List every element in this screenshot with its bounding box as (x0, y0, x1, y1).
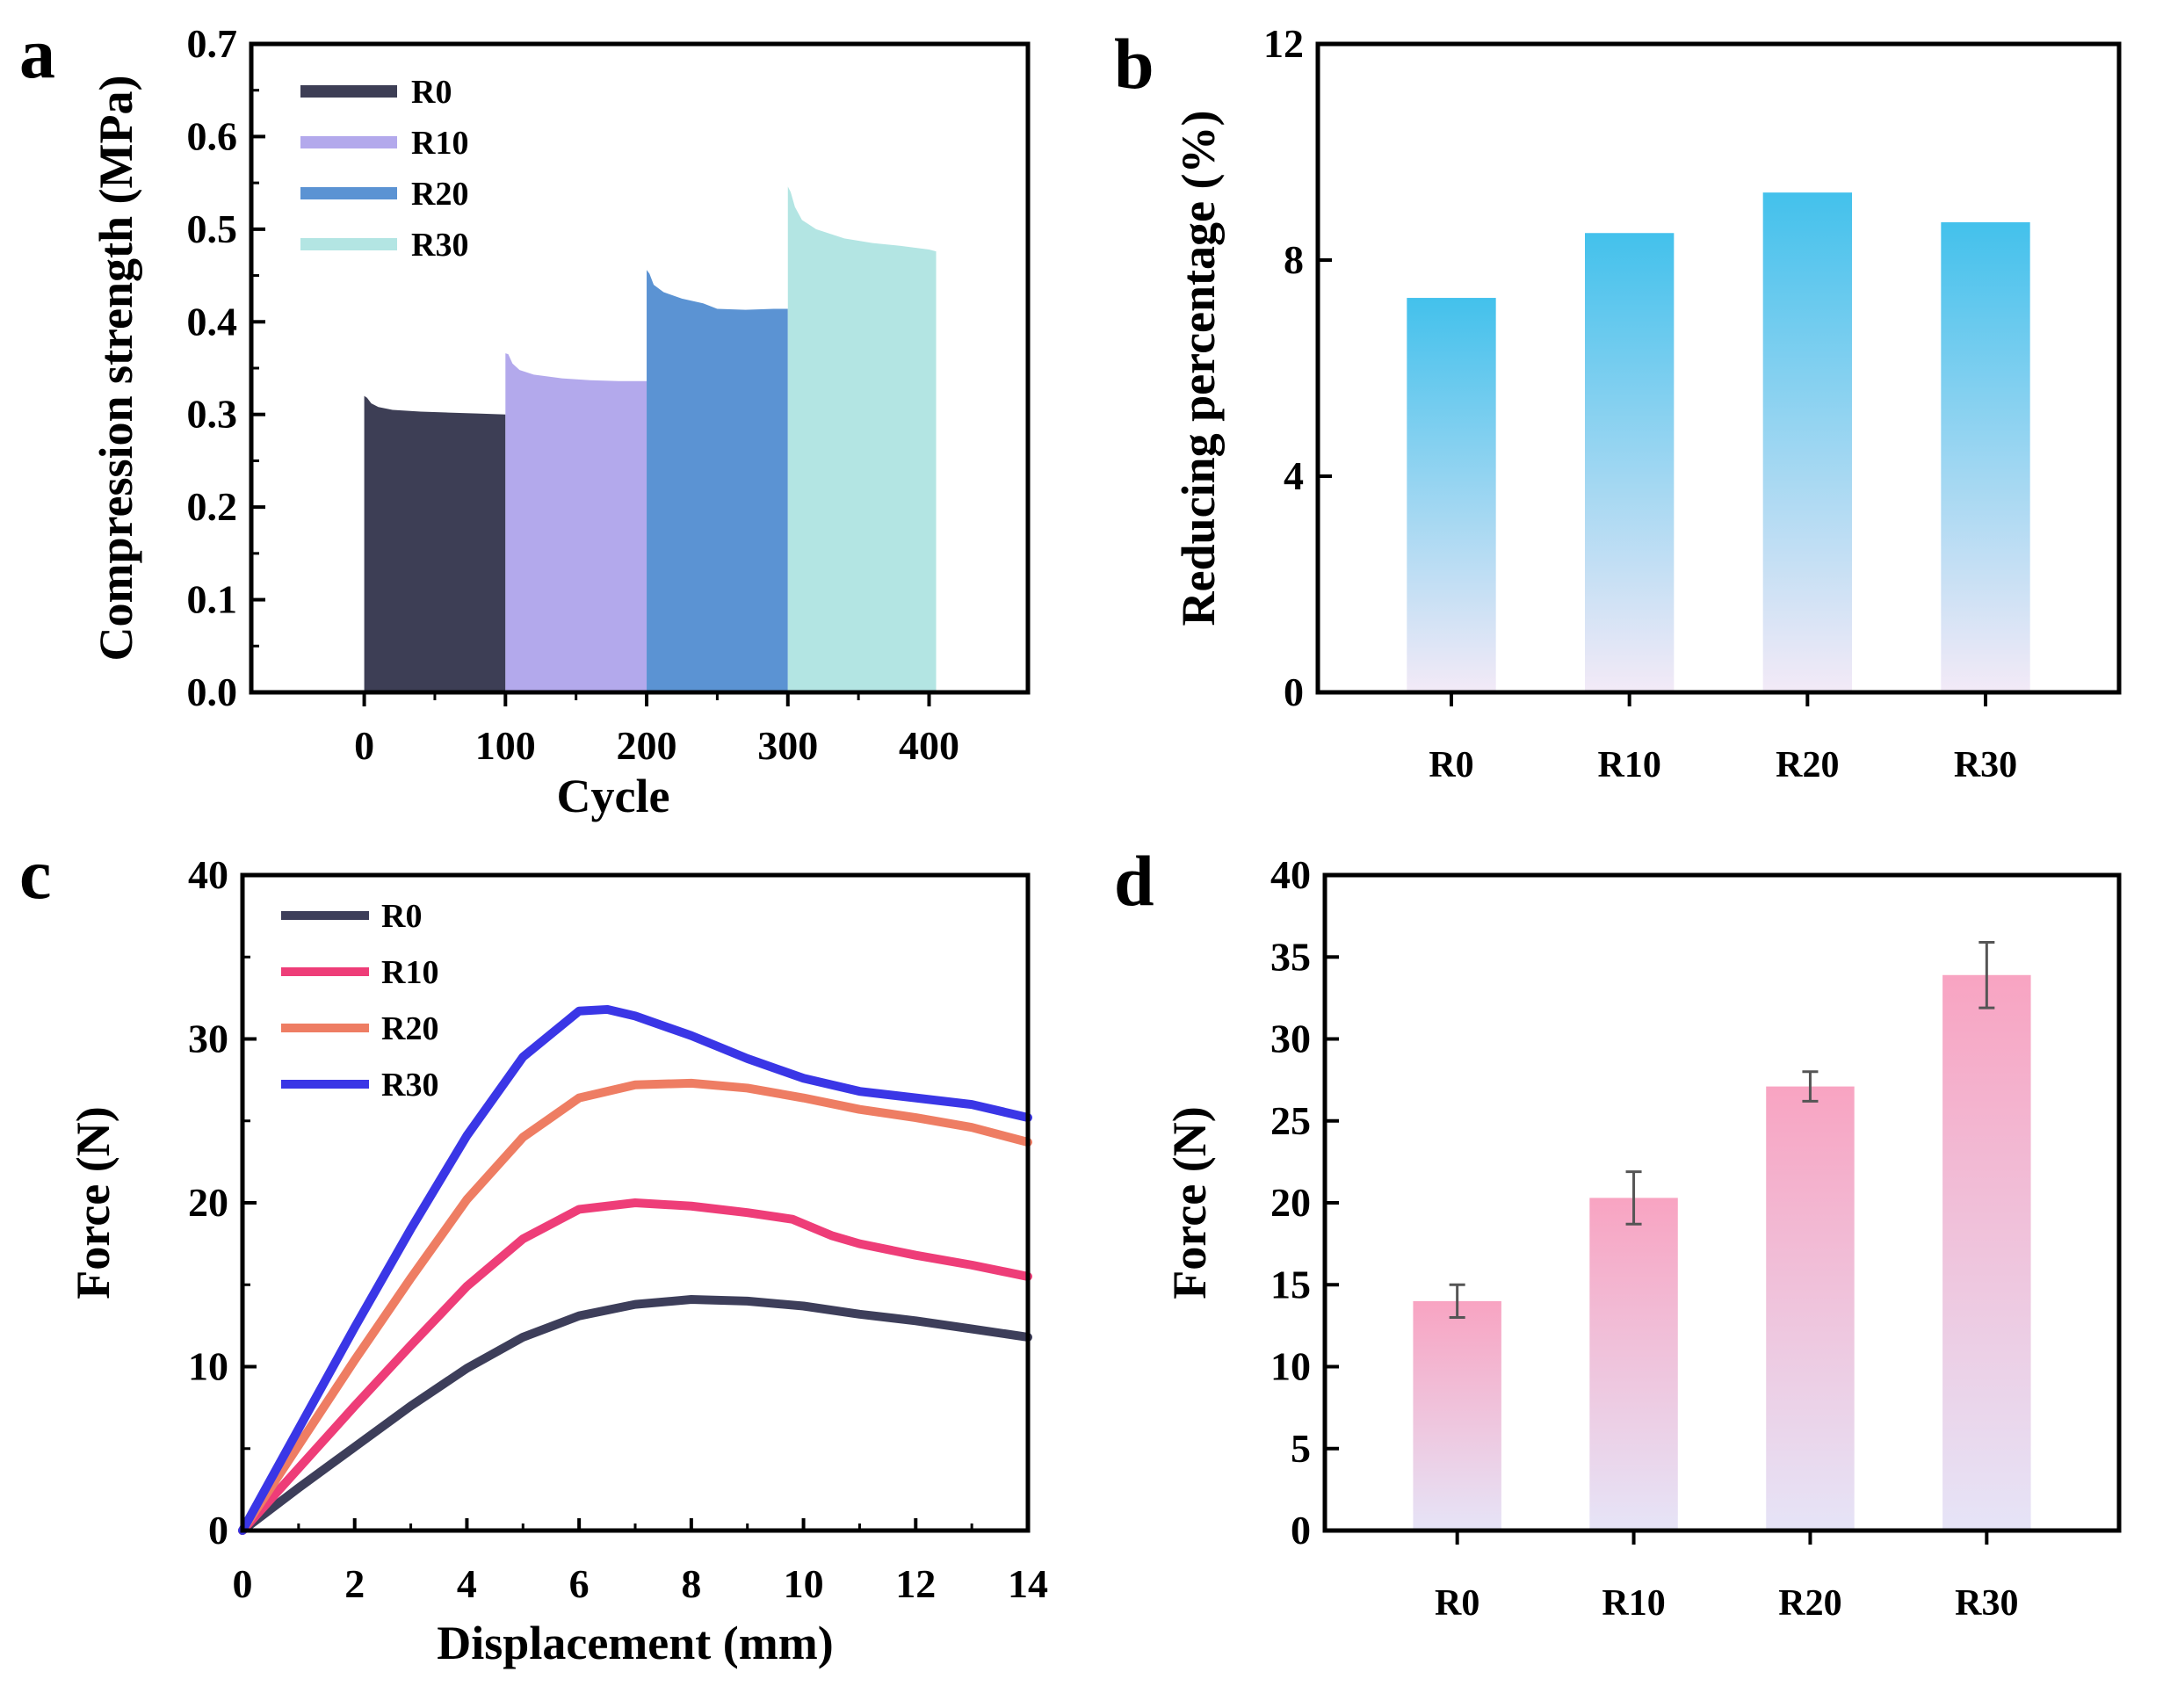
b-ytick-label: 0 (1284, 669, 1304, 714)
panel-label-d: d (1114, 841, 1154, 921)
panel-c: c 0 10 20 30 40 0 2 4 6 8 10 12 14 Displacement (mm) F… (19, 834, 1048, 1669)
a-ytick-label: 0.4 (187, 299, 238, 344)
d-bar-r0 (1413, 1300, 1501, 1531)
c-y-axis-title: Force (N) (67, 1106, 119, 1299)
d-ytick-label: 5 (1291, 1426, 1311, 1471)
b-category-label: R0 (1429, 745, 1473, 785)
d-ytick-label: 40 (1270, 852, 1311, 897)
a-xtick-label: 200 (617, 723, 677, 768)
b-category-label: R10 (1597, 745, 1660, 785)
a-xtick-label: 400 (899, 723, 959, 768)
a-xtick-label: 300 (757, 723, 818, 768)
d-y-axis-title: Force (N) (1163, 1106, 1216, 1299)
panel-label-b: b (1114, 24, 1154, 104)
b-frame (1315, 41, 2122, 695)
a-xtick-label: 0 (354, 723, 374, 768)
b-bar-r10 (1585, 233, 1675, 692)
b-ytick-label: 4 (1284, 453, 1304, 498)
b-bar-r20 (1762, 192, 1852, 692)
a-xtick-label: 100 (475, 723, 536, 768)
legend-label-r10: R10 (381, 954, 438, 991)
d-ytick-label: 20 (1270, 1180, 1311, 1225)
legend-label-r20: R20 (381, 1010, 438, 1047)
a-ytick-label: 0.1 (187, 577, 238, 622)
c-xtick-label: 6 (569, 1561, 590, 1606)
line-series-r30 (238, 1004, 1032, 1535)
b-category-label: R30 (1954, 745, 2017, 785)
legend-label-r30: R30 (411, 227, 468, 264)
b-bar-r30 (1941, 221, 2030, 692)
b-y-axis-title: Reducing percentage (%) (1172, 111, 1225, 626)
legend-label-r20: R20 (411, 176, 468, 213)
d-ytick-label: 25 (1270, 1098, 1311, 1143)
c-ytick-label: 40 (188, 852, 228, 897)
a-y-axis-title: Compression strength (MPa) (90, 76, 142, 662)
c-ytick-label: 30 (188, 1017, 228, 1061)
d-category-label: R20 (1778, 1583, 1841, 1624)
d-ytick-label: 30 (1270, 1017, 1311, 1061)
d-bar-r10 (1589, 1198, 1678, 1531)
b-ytick-label: 12 (1263, 21, 1304, 66)
d-ytick-label: 0 (1291, 1508, 1311, 1552)
d-ytick-label: 15 (1270, 1262, 1311, 1306)
panel-label-a: a (19, 13, 55, 93)
c-ytick-label: 10 (188, 1344, 228, 1389)
b-category-label: R20 (1776, 745, 1839, 785)
c-xtick-label: 12 (895, 1561, 936, 1606)
c-xtick-label: 10 (784, 1561, 824, 1606)
c-xtick-label: 2 (344, 1561, 365, 1606)
b-ytick-label: 8 (1284, 237, 1304, 282)
a-ytick-label: 0.3 (187, 392, 238, 437)
c-ytick-label: 20 (188, 1180, 228, 1225)
a-ytick-label: 0.0 (187, 669, 238, 714)
legend-label-r0: R0 (381, 898, 422, 935)
legend-label-r10: R10 (411, 125, 468, 162)
d-category-label: R30 (1955, 1583, 2018, 1624)
legend-label-r30: R30 (381, 1067, 438, 1104)
a-x-axis-title: Cycle (557, 770, 670, 822)
a-ytick-label: 0.2 (187, 484, 238, 529)
c-ytick-label: 0 (208, 1508, 228, 1552)
c-xtick-label: 0 (233, 1561, 253, 1606)
c-xtick-label: 8 (681, 1561, 701, 1606)
b-bar-r0 (1407, 298, 1496, 692)
d-ytick-label: 35 (1270, 934, 1311, 979)
d-bar-r30 (1942, 974, 2031, 1531)
line-series-r20 (238, 1078, 1032, 1535)
line-series-r0 (238, 1295, 1032, 1535)
line-series-r10 (238, 1198, 1032, 1535)
c-xtick-label: 14 (1008, 1561, 1048, 1606)
c-x-axis-title: Displacement (mm) (437, 1617, 833, 1669)
d-bar-r20 (1766, 1086, 1855, 1531)
area-series-r20 (647, 270, 788, 692)
c-xtick-label: 4 (457, 1561, 477, 1606)
area-series-r10 (505, 353, 647, 692)
area-series-r30 (787, 186, 937, 693)
panel-label-c: c (19, 834, 51, 914)
panel-d: d R0 R10 R20 R30 0 5 10 15 20 25 30 35 40 Force (N) (1114, 841, 2122, 1624)
a-ytick-label: 0.6 (187, 113, 238, 158)
d-category-label: R0 (1435, 1583, 1479, 1624)
panel-a: a 0.0 0.1 0.2 0.3 0.4 0.5 0.6 0.7 0 100 200 300 400 C… (19, 13, 1031, 822)
d-ytick-label: 10 (1270, 1344, 1311, 1389)
area-series-r0 (364, 395, 506, 692)
d-category-label: R10 (1602, 1583, 1665, 1624)
a-ytick-label: 0.7 (187, 21, 238, 66)
legend-label-r0: R0 (411, 74, 452, 111)
a-ytick-label: 0.5 (187, 206, 238, 251)
panel-b: b R0 R10 R20 R30 0 4 8 12 Reducing percentage (%… (1114, 21, 2122, 785)
